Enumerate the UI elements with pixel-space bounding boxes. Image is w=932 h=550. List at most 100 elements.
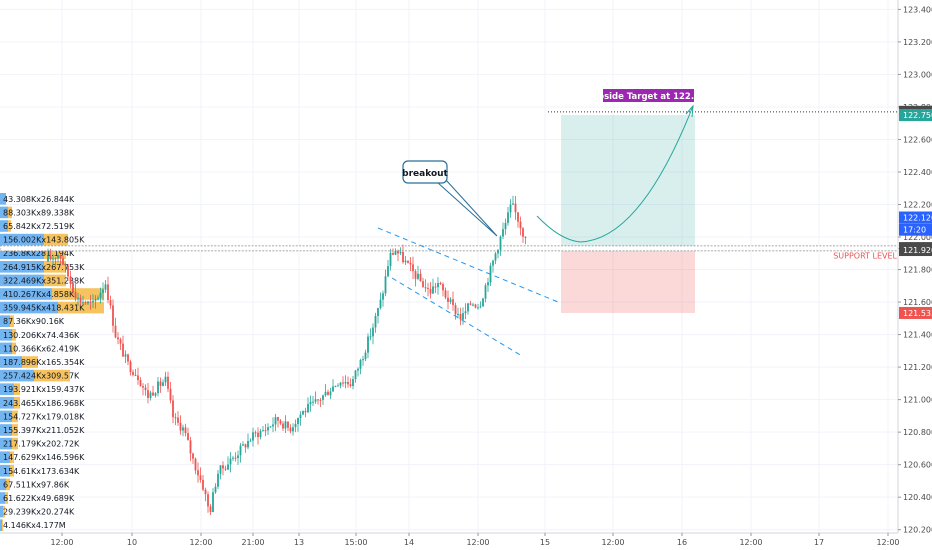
volume-profile-bar-buy — [0, 206, 8, 219]
price-tick-label: 122.200 — [903, 201, 932, 210]
candle-body — [342, 382, 344, 384]
price-tag-label: 17:20 — [903, 226, 926, 235]
candle-body — [212, 492, 214, 512]
volume-profile-bar-buy — [0, 329, 12, 341]
volume-profile-label: 67.511Kx97.86K — [3, 480, 70, 489]
price-tick-label: 121.400 — [903, 331, 932, 340]
candle-body — [152, 392, 154, 396]
candle-body — [344, 382, 347, 384]
volume-profile-label: 155.397Kx211.052K — [3, 426, 85, 435]
candle-body — [324, 391, 327, 396]
volume-profile-bar-buy — [0, 247, 44, 259]
price-tick-label: 120.200 — [903, 526, 932, 535]
candle-body — [414, 271, 417, 279]
candle-body — [269, 426, 272, 428]
price-axis[interactable]: 123.400123.200123.000122.800122.600122.4… — [897, 0, 932, 535]
candle-body — [264, 430, 267, 432]
volume-profile-label: 147.629Kx146.596K — [3, 453, 85, 462]
candle-body — [214, 486, 217, 493]
price-tag — [899, 109, 932, 122]
candle-body — [382, 293, 384, 300]
candle-body — [347, 382, 349, 385]
candle-body — [164, 376, 167, 383]
candle-body — [352, 379, 354, 387]
candle-body — [229, 458, 232, 465]
volume-profile-bar-buy — [0, 315, 10, 327]
candle-body — [79, 297, 82, 303]
candle-body — [124, 354, 127, 357]
grid — [0, 0, 898, 533]
volume-profile-label: 43.308Kx26.844K — [3, 195, 75, 204]
volume-profile-bar-sell — [14, 397, 20, 409]
volume-profile-bar-buy — [0, 220, 8, 232]
volume-profile-bar-sell — [12, 342, 16, 355]
volume-profile-label: 130.206Kx74.436K — [3, 331, 80, 340]
candle-body — [254, 432, 257, 434]
volume-profile-label: 243.465Kx186.968K — [3, 399, 85, 408]
volume-profile-label: 154.61Kx173.634K — [3, 467, 80, 476]
time-tick-label: 17 — [814, 538, 824, 547]
volume-profile-bar-buy — [0, 288, 52, 300]
candle-body — [289, 427, 292, 432]
candle-body — [267, 427, 269, 431]
candle-body — [329, 391, 332, 396]
candle-body — [149, 392, 152, 398]
candle-body — [469, 303, 472, 305]
candle-body — [54, 258, 57, 260]
volume-profile-label: 87.36Kx90.16K — [3, 317, 65, 326]
candle-body — [154, 393, 157, 396]
breakout-callout-box — [402, 160, 448, 184]
price-tick-label: 123.200 — [903, 38, 932, 47]
candle-body — [369, 336, 372, 338]
candle-body — [234, 457, 237, 459]
target-label-box — [603, 89, 694, 102]
candle-body — [419, 273, 422, 282]
price-tick-label: 120.600 — [903, 461, 932, 470]
price-tag-label: 121.920 — [903, 246, 932, 255]
volume-profile-bar-sell — [14, 383, 20, 395]
volume-profile-bar-buy — [0, 356, 22, 368]
candle-body — [397, 251, 399, 254]
time-axis[interactable]: 12:00 10 12:00 21:00 13 15:00 14 12:00 15 12:00 16… — [0, 532, 900, 547]
candle-body — [237, 455, 239, 459]
candle-body — [512, 203, 514, 205]
volume-profile-label: 154.727Kx179.018K — [3, 412, 85, 421]
candle-body — [159, 381, 162, 386]
candle-body — [259, 431, 262, 438]
time-tick-label: 12:00 — [466, 538, 489, 547]
volume-profile-label: 4.146Kx4.177M — [3, 521, 66, 530]
candle-body — [439, 283, 442, 285]
candle-body — [299, 414, 302, 418]
candle-body — [402, 251, 404, 263]
volume-profile-bar-sell — [6, 478, 10, 491]
volume-profile-label: 110.366Kx62.419K — [3, 344, 80, 353]
candle-body — [134, 374, 137, 376]
candle-body — [282, 423, 284, 429]
candle-body — [502, 229, 504, 237]
volume-profile-label: 359.945Kx418.431K — [3, 304, 85, 313]
candle-body — [462, 313, 464, 320]
candle-body — [434, 286, 437, 288]
volume-profile-bar-sell — [12, 437, 18, 450]
volume-profile-bar-buy — [0, 369, 34, 382]
volume-profile-bar-sell — [3, 505, 5, 518]
breakout-callout-text: breakout — [402, 169, 448, 179]
volume-profile-label: 264.915Kx267.753K — [3, 263, 85, 272]
volume-profile-label: 257.424Kx309.57K — [3, 372, 80, 381]
time-tick-label: 15 — [540, 538, 550, 547]
candle-body — [49, 256, 52, 260]
candle-body — [247, 440, 249, 448]
time-tick-label: 12:00 — [876, 538, 899, 547]
volume-profile-bar-buy — [0, 505, 3, 518]
candle-body — [424, 287, 427, 289]
volume-profile-bar-buy — [0, 410, 12, 423]
price-tag — [899, 244, 932, 257]
candle-body — [139, 380, 142, 387]
candle-body — [389, 253, 392, 267]
candle-body — [477, 307, 479, 309]
candle-body — [522, 228, 524, 237]
candle-body — [409, 262, 412, 265]
candle-body — [337, 385, 339, 387]
volume-profile-label: 29.239Kx20.274K — [3, 508, 75, 517]
candle-body — [252, 432, 254, 441]
